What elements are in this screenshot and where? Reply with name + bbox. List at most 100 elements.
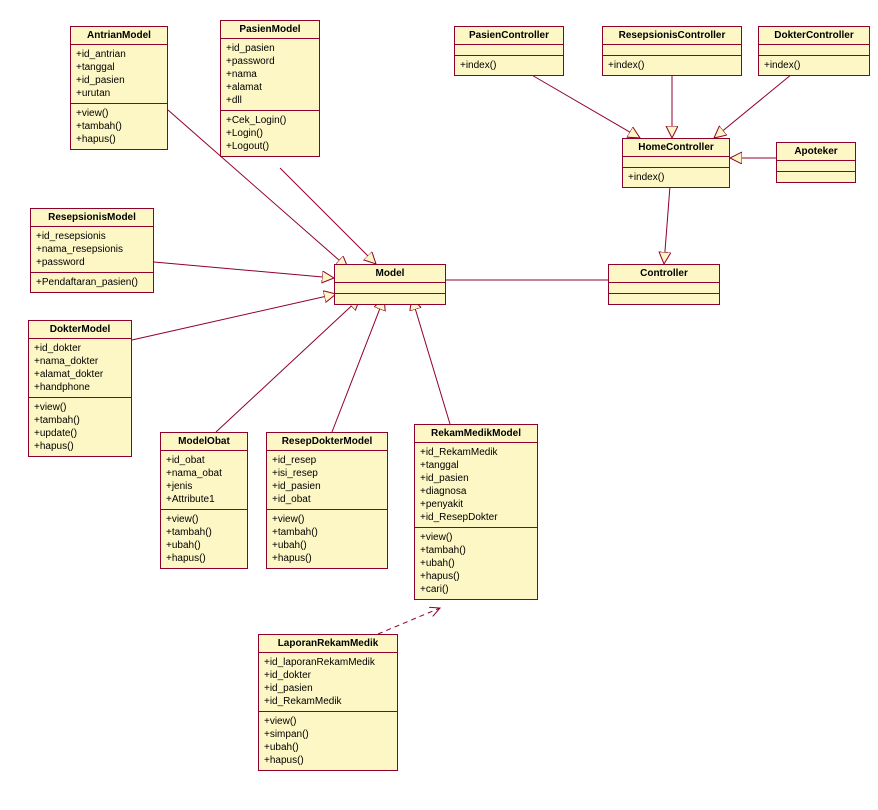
- class-operation: +view(): [264, 715, 392, 728]
- connector-generalization: [412, 298, 450, 424]
- class-pasien-model: PasienModel+id_pasien+password+nama+alam…: [220, 20, 320, 157]
- class-title: Model: [335, 265, 445, 283]
- class-attributes: +id_resepsionis+nama_resepsionis+passwor…: [31, 227, 153, 273]
- class-attributes: [777, 161, 855, 172]
- class-attribute: +id_dokter: [264, 669, 392, 682]
- class-attributes: +id_obat+nama_obat+jenis+Attribute1: [161, 451, 247, 510]
- class-operation: +Logout(): [226, 140, 314, 153]
- class-attribute: +password: [226, 55, 314, 68]
- class-attributes: [609, 283, 719, 294]
- class-operation: +ubah(): [420, 557, 532, 570]
- class-rekam-medik-model: RekamMedikModel+id_RekamMedik+tanggal+id…: [414, 424, 538, 600]
- class-operation: +hapus(): [76, 133, 162, 146]
- class-attribute: +jenis: [166, 480, 242, 493]
- class-attribute: +penyakit: [420, 498, 532, 511]
- class-operation: +tambah(): [76, 120, 162, 133]
- class-model-obat: ModelObat+id_obat+nama_obat+jenis+Attrib…: [160, 432, 248, 569]
- class-apoteker: Apoteker: [776, 142, 856, 183]
- class-attribute: +nama_dokter: [34, 355, 126, 368]
- class-operations: [777, 172, 855, 182]
- class-attribute: +id_RekamMedik: [420, 446, 532, 459]
- class-attribute: +id_resepsionis: [36, 230, 148, 243]
- class-attribute: +id_resep: [272, 454, 382, 467]
- class-operation: +view(): [166, 513, 242, 526]
- connector-generalization: [132, 294, 336, 340]
- class-attribute: +id_pasien: [76, 74, 162, 87]
- class-operation: +Cek_Login(): [226, 114, 314, 127]
- class-dokter-controller: DokterController+index(): [758, 26, 870, 76]
- class-attribute: +id_antrian: [76, 48, 162, 61]
- class-controller: Controller: [608, 264, 720, 305]
- class-resepsionis-controller: ResepsionisController +index(): [602, 26, 742, 76]
- class-attribute: +isi_resep: [272, 467, 382, 480]
- class-operation: +ubah(): [264, 741, 392, 754]
- class-operation: +hapus(): [264, 754, 392, 767]
- class-laporan-rekam-medik: LaporanRekamMedik+id_laporanRekamMedik+i…: [258, 634, 398, 771]
- class-pasien-controller: PasienController+index(): [454, 26, 564, 76]
- connector-generalization: [530, 74, 640, 138]
- class-attributes: +id_laporanRekamMedik+id_dokter+id_pasie…: [259, 653, 397, 712]
- class-operation: +tambah(): [420, 544, 532, 557]
- class-attributes: +id_resep+isi_resep+id_pasien+id_obat: [267, 451, 387, 510]
- class-resepsionis-model: ResepsionisModel+id_resepsionis+nama_res…: [30, 208, 154, 293]
- class-operation: +tambah(): [34, 414, 126, 427]
- class-title: ResepDokterModel: [267, 433, 387, 451]
- class-attribute: +id_dokter: [34, 342, 126, 355]
- class-title: PasienModel: [221, 21, 319, 39]
- class-operation: +hapus(): [166, 552, 242, 565]
- class-operation: +ubah(): [272, 539, 382, 552]
- class-attributes: [759, 45, 869, 56]
- class-operation: +view(): [272, 513, 382, 526]
- class-attribute: +id_ResepDokter: [420, 511, 532, 524]
- connector-generalization: [280, 168, 376, 264]
- class-model: Model: [334, 264, 446, 305]
- class-attribute: +diagnosa: [420, 485, 532, 498]
- class-attribute: +nama: [226, 68, 314, 81]
- class-resep-dokter-model: ResepDokterModel+id_resep+isi_resep+id_p…: [266, 432, 388, 569]
- class-operation: +tambah(): [166, 526, 242, 539]
- class-title: AntrianModel: [71, 27, 167, 45]
- connector-generalization: [714, 74, 792, 138]
- class-operations: +Pendaftaran_pasien(): [31, 273, 153, 292]
- class-attribute: +tanggal: [76, 61, 162, 74]
- class-attributes: +id_RekamMedik+tanggal+id_pasien+diagnos…: [415, 443, 537, 528]
- connector-generalization: [332, 298, 384, 432]
- class-operation: +hapus(): [272, 552, 382, 565]
- class-attribute: +nama_obat: [166, 467, 242, 480]
- class-attributes: +id_antrian+tanggal+id_pasien+urutan: [71, 45, 167, 104]
- class-operation: +tambah(): [272, 526, 382, 539]
- class-operations: [609, 294, 719, 304]
- class-attribute: +id_obat: [272, 493, 382, 506]
- class-dokter-model: DokterModel+id_dokter+nama_dokter+alamat…: [28, 320, 132, 457]
- class-attribute: +alamat: [226, 81, 314, 94]
- class-attribute: +id_laporanRekamMedik: [264, 656, 392, 669]
- class-title: RekamMedikModel: [415, 425, 537, 443]
- class-operations: +view()+tambah()+update()+hapus(): [29, 398, 131, 456]
- class-operation: +ubah(): [166, 539, 242, 552]
- class-operation: +simpan(): [264, 728, 392, 741]
- connector-generalization: [216, 298, 360, 432]
- class-title: ResepsionisController: [603, 27, 741, 45]
- class-title: HomeController: [623, 139, 729, 157]
- class-operation: +index(): [608, 59, 736, 72]
- class-attribute: +id_obat: [166, 454, 242, 467]
- class-attribute: +id_RekamMedik: [264, 695, 392, 708]
- class-attributes: [623, 157, 729, 168]
- class-attribute: +dll: [226, 94, 314, 107]
- class-title: Apoteker: [777, 143, 855, 161]
- class-operation: +Pendaftaran_pasien(): [36, 276, 148, 289]
- class-operations: +view()+tambah()+hapus(): [71, 104, 167, 149]
- class-operations: +index(): [455, 56, 563, 75]
- class-operation: +index(): [628, 171, 724, 184]
- class-operation: +Login(): [226, 127, 314, 140]
- class-attributes: [455, 45, 563, 56]
- class-operations: +view()+tambah()+ubah()+hapus()+cari(): [415, 528, 537, 599]
- class-attribute: +alamat_dokter: [34, 368, 126, 381]
- class-title: ResepsionisModel: [31, 209, 153, 227]
- class-attributes: +id_dokter+nama_dokter+alamat_dokter+han…: [29, 339, 131, 398]
- class-attribute: +id_pasien: [264, 682, 392, 695]
- class-home-controller: HomeController +index(): [622, 138, 730, 188]
- class-operation: +view(): [34, 401, 126, 414]
- class-operations: +index(): [623, 168, 729, 187]
- class-attribute: +id_pasien: [420, 472, 532, 485]
